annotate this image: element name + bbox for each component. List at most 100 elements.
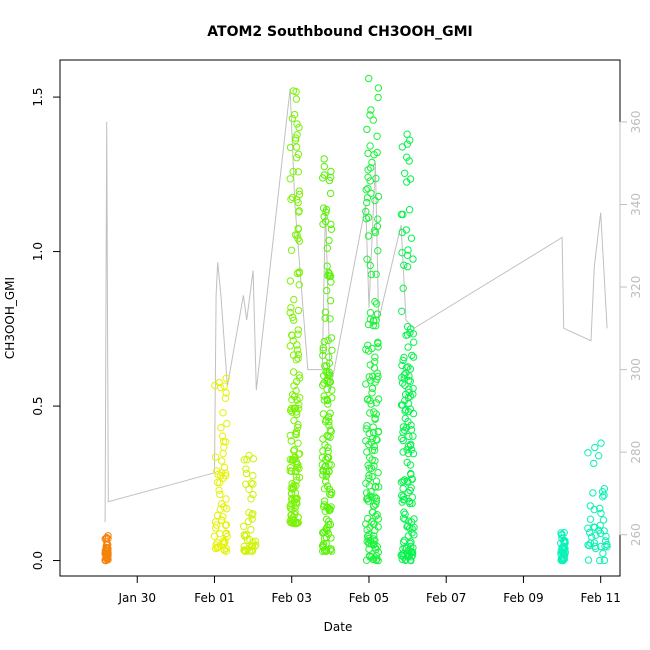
data-point [398,361,406,370]
data-point [295,401,303,409]
chart-title: ATOM2 Southbound CH3OOH_GMI [207,24,472,40]
data-point [374,247,382,255]
data-point [367,270,376,279]
data-point [372,500,380,509]
data-point [372,410,380,418]
data-point [597,509,605,517]
data-point [405,157,413,165]
data-point [371,353,379,361]
data-point [364,341,372,349]
data-point [287,518,295,527]
data-point [370,502,378,510]
data-point [104,535,112,543]
data-point [401,390,410,399]
data-point [287,489,296,497]
data-point [294,350,303,359]
data-point [292,95,301,103]
x-tick-label: Feb 07 [426,591,466,605]
data-point [373,310,381,318]
data-point [325,236,333,245]
data-point [324,413,333,421]
data-point [326,409,334,417]
data-point [399,484,407,493]
data-point [374,395,383,403]
data-point [215,486,223,494]
data-point [294,326,302,334]
y-tick-label: 1.5 [31,88,45,107]
data-point [589,489,597,497]
data-point [410,338,418,346]
data-point [292,427,301,436]
data-point [287,404,296,413]
data-point [216,490,224,499]
data-point [249,455,258,463]
data-point [294,198,302,207]
data-point [366,142,374,150]
data-point [362,186,370,194]
data-point [369,316,378,324]
data-point [402,364,411,372]
data-point [293,231,301,240]
data-point [249,490,257,499]
data-point [402,226,410,234]
data-point [290,484,298,492]
data-point [374,339,382,348]
data-point [240,522,248,530]
data-point [322,515,331,523]
data-point [370,462,378,470]
data-point [362,479,370,487]
data-point [322,455,330,464]
data-point [366,111,374,119]
data-point [327,225,336,233]
data-point [325,353,333,361]
pressure-trace-layer [104,88,608,523]
data-point [405,385,413,393]
data-point [404,407,413,416]
data-point [323,286,331,295]
data-point [220,382,229,390]
data-point [214,470,222,479]
data-point [403,130,411,138]
data-point [409,409,418,418]
data-point [368,446,377,454]
data-point [403,263,412,271]
data-point [370,151,378,159]
data-point [399,436,407,445]
flight-series-8 [557,529,569,565]
data-point [371,358,379,366]
data-point [220,463,229,472]
data-point [327,173,335,182]
data-point [368,540,376,548]
data-point [362,437,370,445]
data-point [400,476,409,484]
data-point [374,215,382,223]
data-point [398,491,406,500]
flight-series-5 [318,155,336,555]
data-point [406,499,414,508]
data-point [294,423,302,431]
data-point [295,123,303,132]
data-point [404,376,413,385]
data-point [368,384,377,393]
data-point [399,477,407,485]
data-point [213,511,222,520]
data-point [326,315,334,323]
data-point [216,505,225,513]
data-point [321,462,329,471]
data-point [327,167,335,176]
data-point [598,488,607,496]
data-point [326,490,334,498]
data-point [599,549,607,558]
data-point [371,415,379,423]
data-point [596,556,604,565]
data-point [399,356,407,365]
data-point [295,371,303,379]
data-point [401,381,409,389]
data-point [248,547,257,555]
data-point [363,495,372,503]
data-point [372,399,380,407]
data-point [291,503,299,512]
data-point [322,367,330,376]
data-point [295,187,303,195]
